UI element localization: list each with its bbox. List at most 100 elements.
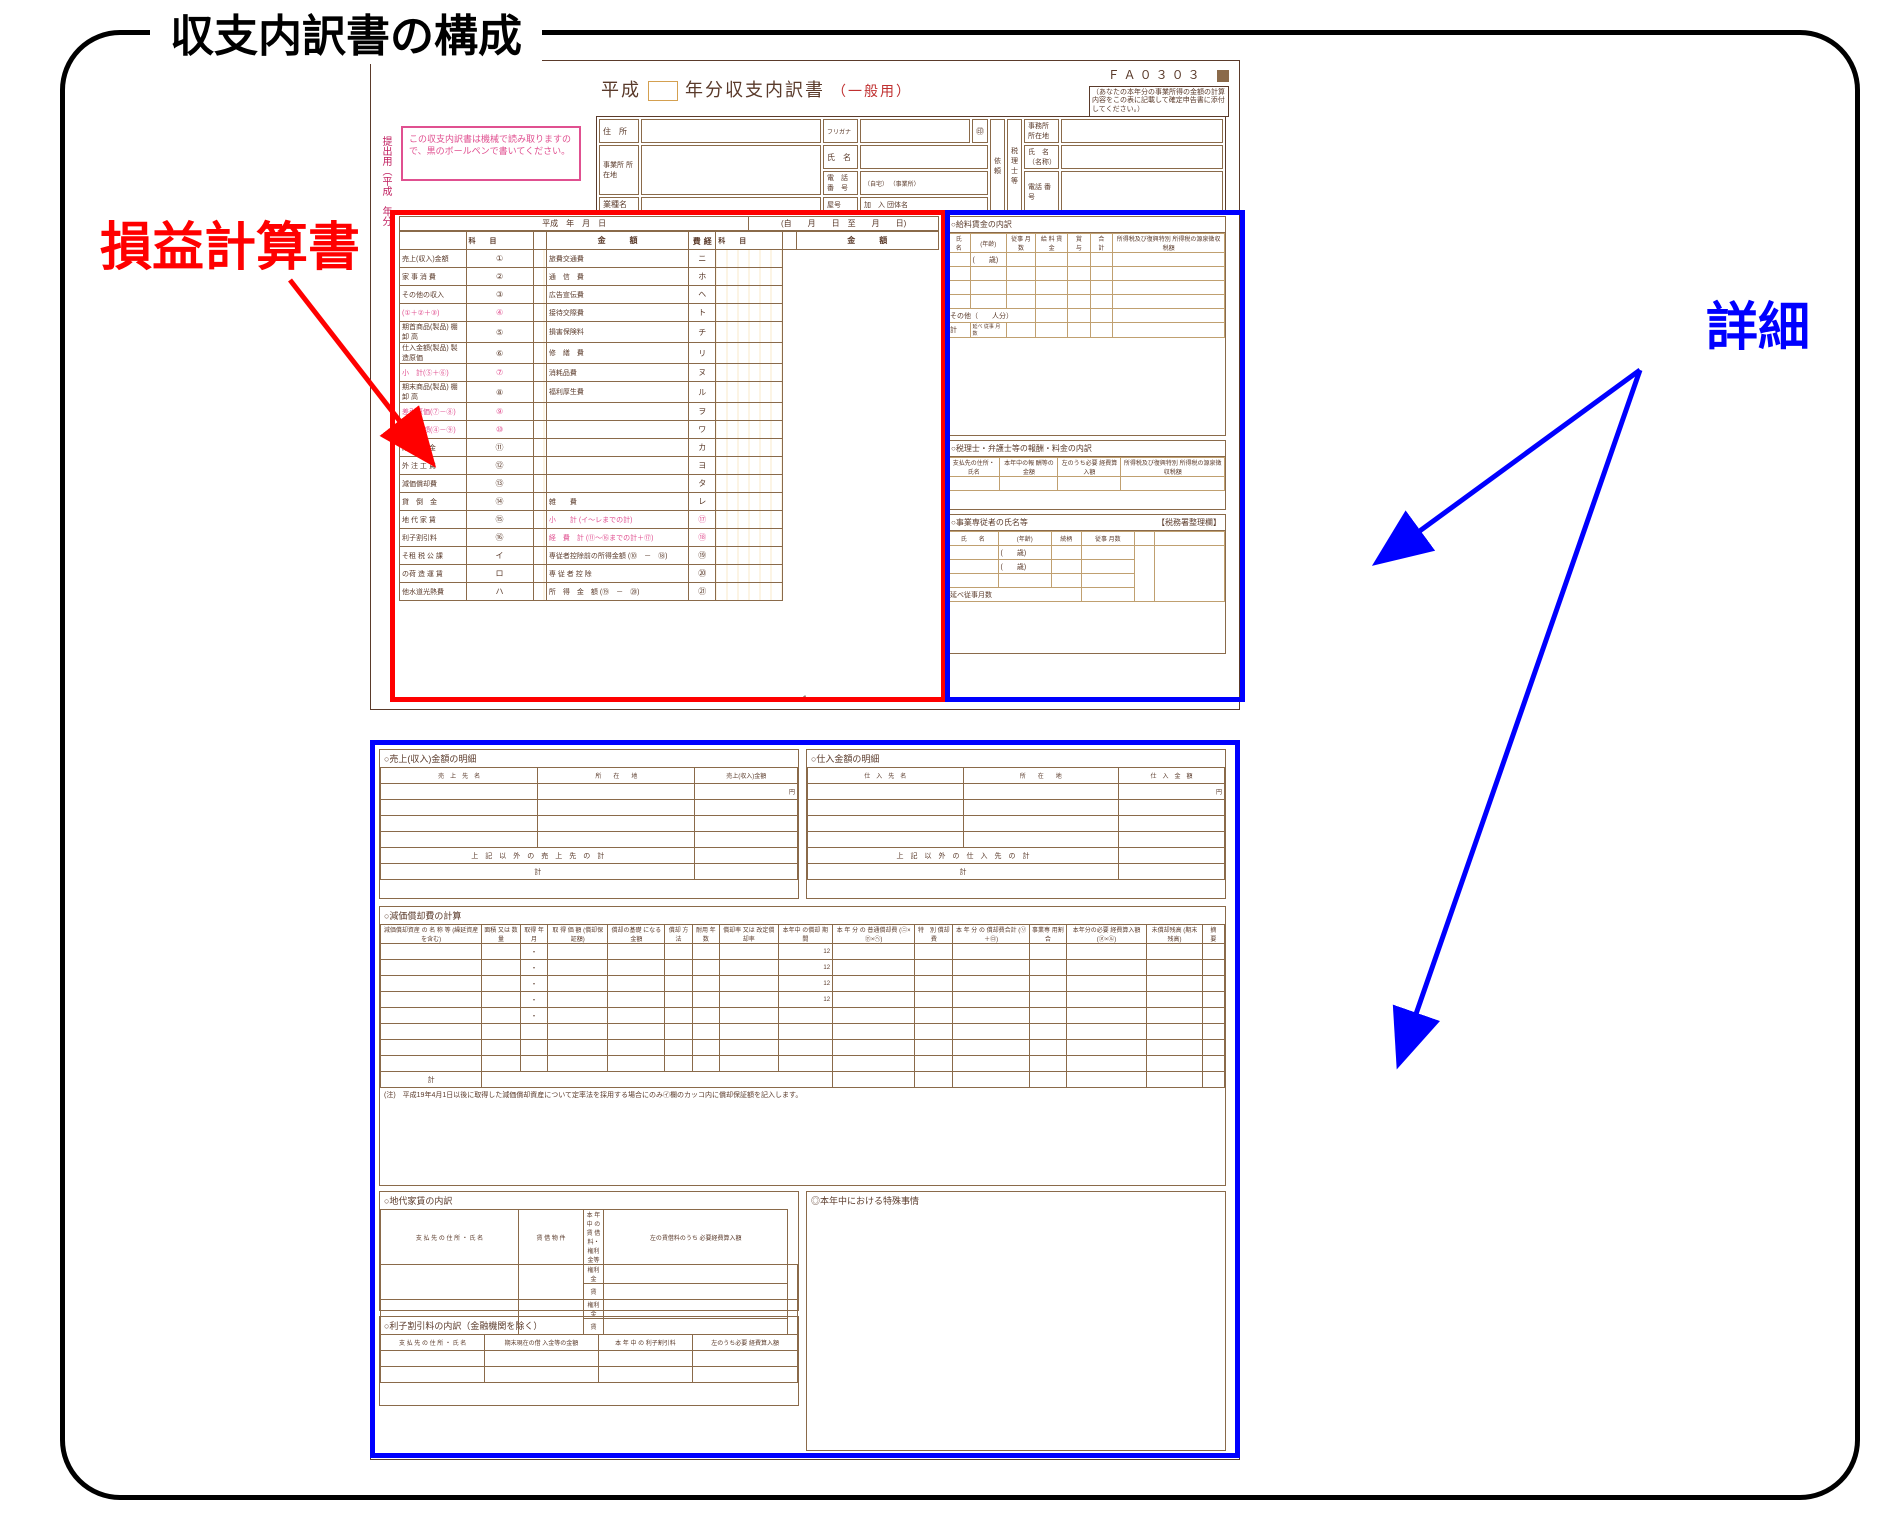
p2-deprec-title: ○減価償却費の計算 [380,907,1225,924]
detail-salary-title: ○給料賃金の内訳 [947,217,1225,233]
pl-row-amt-r [716,583,783,601]
pl-row-label-r [546,421,688,439]
period-year: 年 [566,219,574,228]
detail-salary-table: 氏 名(年齢)従事 月数給 料 賃 金賞 与合 計所得税及び復興特別 所得税の源… [947,233,1225,338]
col-hdr: (年齢) [998,532,1051,546]
pl-row-num: ① [466,250,533,268]
pl-row-amt [533,493,546,511]
pl-hdr-amt-l: 金 額 [546,232,688,250]
info-join-label: 加 入 団体名 [860,197,988,212]
form-page-2: ○売上(収入)金額の明細 売 上 先 名所 在 地売上(収入)金額 円 上 記 … [370,740,1240,1460]
arrow-blue [1180,360,1680,1260]
family-total: 延べ従事月数 [948,588,1082,602]
col-hdr: 面積 又は 数量 [482,925,521,944]
doc-general-label: （一般用） [832,83,912,99]
pl-row-num-r: ニ [689,250,716,268]
pl-row-label-r: 旅費交通費 [546,250,688,268]
pl-row-num-r: ⑳ [689,565,716,583]
info-yago-label: 屋号 [823,197,858,212]
period-heisei: 平成 [542,219,558,228]
pl-row-num-r: タ [689,475,716,493]
pl-row-amt [533,364,546,382]
info-taxoff: 税 理 士 等 [1007,119,1022,212]
info-office-label: 事務所 所在地 [1024,119,1059,143]
pl-side-placeholder [400,232,467,250]
rent-sub2: 賃 [583,1284,603,1300]
pl-row-label-r: 損害保険料 [546,322,688,343]
purchase-other: 上 記 以 外 の 仕 入 先 の 計 [808,848,1119,864]
salary-other: その他（ 人分） [948,309,1036,323]
col-hdr: 耐用 年数 [692,925,719,944]
p2-interest-title: ○利子割引料の内訳（金融機関を除く） [380,1317,798,1334]
pl-row-amt [533,421,546,439]
pl-row-label-r: 所 得 金 額 (⑲ － ⑳) [546,583,688,601]
p2-rent: ○地代家賃の内訳 支 払 先 の 住 所 ・ 氏 名賃 借 物 件本 年 中 の… [379,1191,799,1311]
era-label: 平成 [601,80,641,100]
pink-instruction: この収支内訳書は機械で読み取りますので、黒のボールペンで書いてください。 [401,126,581,181]
info-tel-type: （自宅） （事業所） [860,171,988,195]
info-name-val [860,145,988,169]
pl-row-num: ③ [466,286,533,304]
pl-row-num-r: ヲ [689,403,716,421]
col-hdr: (年齢) [970,234,1006,253]
info-name-label: 氏 名 [823,145,858,169]
deprec-note: (注) 平成19年4月1日以後に取得した減価償却資産について定率法を採用する場合… [380,1088,1225,1102]
pl-row-amt-r [716,250,783,268]
sales-total: 計 [381,864,695,880]
pl-table: 科 目 金 額 経 費 科 目 金 額 売上(収入)金額①旅費交通費ニ家 事 消… [399,231,939,601]
label-detail: 詳細 [1706,285,1810,360]
pl-row-amt-r [716,304,783,322]
pl-row-num-r: ⑱ [689,529,716,547]
col-hdr: 合 計 [1090,234,1113,253]
rent-sub1: 権利金 [583,1265,603,1284]
pl-row-label-r: 広告宣伝費 [546,286,688,304]
pl-row-num: ⑥ [466,343,533,364]
salary-total: 計 [948,323,971,338]
col-hdr: 売 上 先 名 [381,768,538,784]
info-req: 依 頼 [990,119,1005,212]
pl-row-amt [533,322,546,343]
pl-row-amt [533,511,546,529]
col-hdr: 氏 名 [948,234,971,253]
col-hdr: 償却率 又は 改定償却率 [720,925,779,944]
pl-row-label-r: 経 費 計 (⑪～⑯までの計＋⑰) [546,529,688,547]
col-hdr: 賃 借 物 件 [519,1210,584,1265]
col-hdr: 取 得 価 額 (償却保証額) [548,925,608,944]
pl-row-num: ② [466,268,533,286]
col-hdr: 従事 月数 [1006,234,1035,253]
doc-title-suffix: 年分収支内訳書 [685,80,825,100]
col-hdr: 所 在 地 [963,768,1119,784]
pl-side-exp2: 経 費 [689,232,716,250]
col-hdr: 売上(収入)金額 [695,768,798,784]
pl-row-num-r: ヨ [689,457,716,475]
form-code-box-icon [1217,70,1229,82]
pl-row-num-r: リ [689,343,716,364]
pl-row-label: 売上(収入)金額 [400,250,467,268]
pl-row-amt-r [716,322,783,343]
pl-row-amt [533,304,546,322]
pl-row-label-r [546,439,688,457]
pl-row-label-r: 接待交際費 [546,304,688,322]
form-code: ＦＡ０３０３ [1108,66,1229,83]
pl-row-amt-r [716,529,783,547]
p2-rent-title: ○地代家賃の内訳 [380,1192,798,1209]
pl-row-num-r: ホ [689,268,716,286]
pl-row-amt-r [716,511,783,529]
label-profit-loss: 損益計算書 [100,205,360,280]
doc-note: （あなたの本年分の事業所得の金額の計算内容をこの表に記載して確定申告書に添付して… [1089,86,1229,117]
col-hdr: 本年中の報 酬等の金額 [1000,458,1058,477]
pl-row-amt [533,382,546,403]
info-furigana-label: フリガナ [823,119,858,143]
pl-row-num-r: ⑰ [689,511,716,529]
p2-sales-table: 売 上 先 名所 在 地売上(収入)金額 円 上 記 以 外 の 売 上 先 の… [380,767,798,880]
col-hdr: 減価償却資産 の 名 称 等 (繰延資産を含む) [381,925,482,944]
info-name2-label: 氏 名 （名称） [1024,145,1059,169]
pl-hdr-amt-r: 金 額 [796,232,938,250]
col-hdr: 支払先の住所・氏名 [948,458,1000,477]
pl-row-amt-r [716,493,783,511]
info-addr-label: 住 所 [599,119,639,143]
pl-row-num-r: ヘ [689,286,716,304]
pl-row-num: ⑯ [466,529,533,547]
col-hdr: 左のうち必要 経費算入額 [1058,458,1121,477]
pl-row-amt [533,583,546,601]
